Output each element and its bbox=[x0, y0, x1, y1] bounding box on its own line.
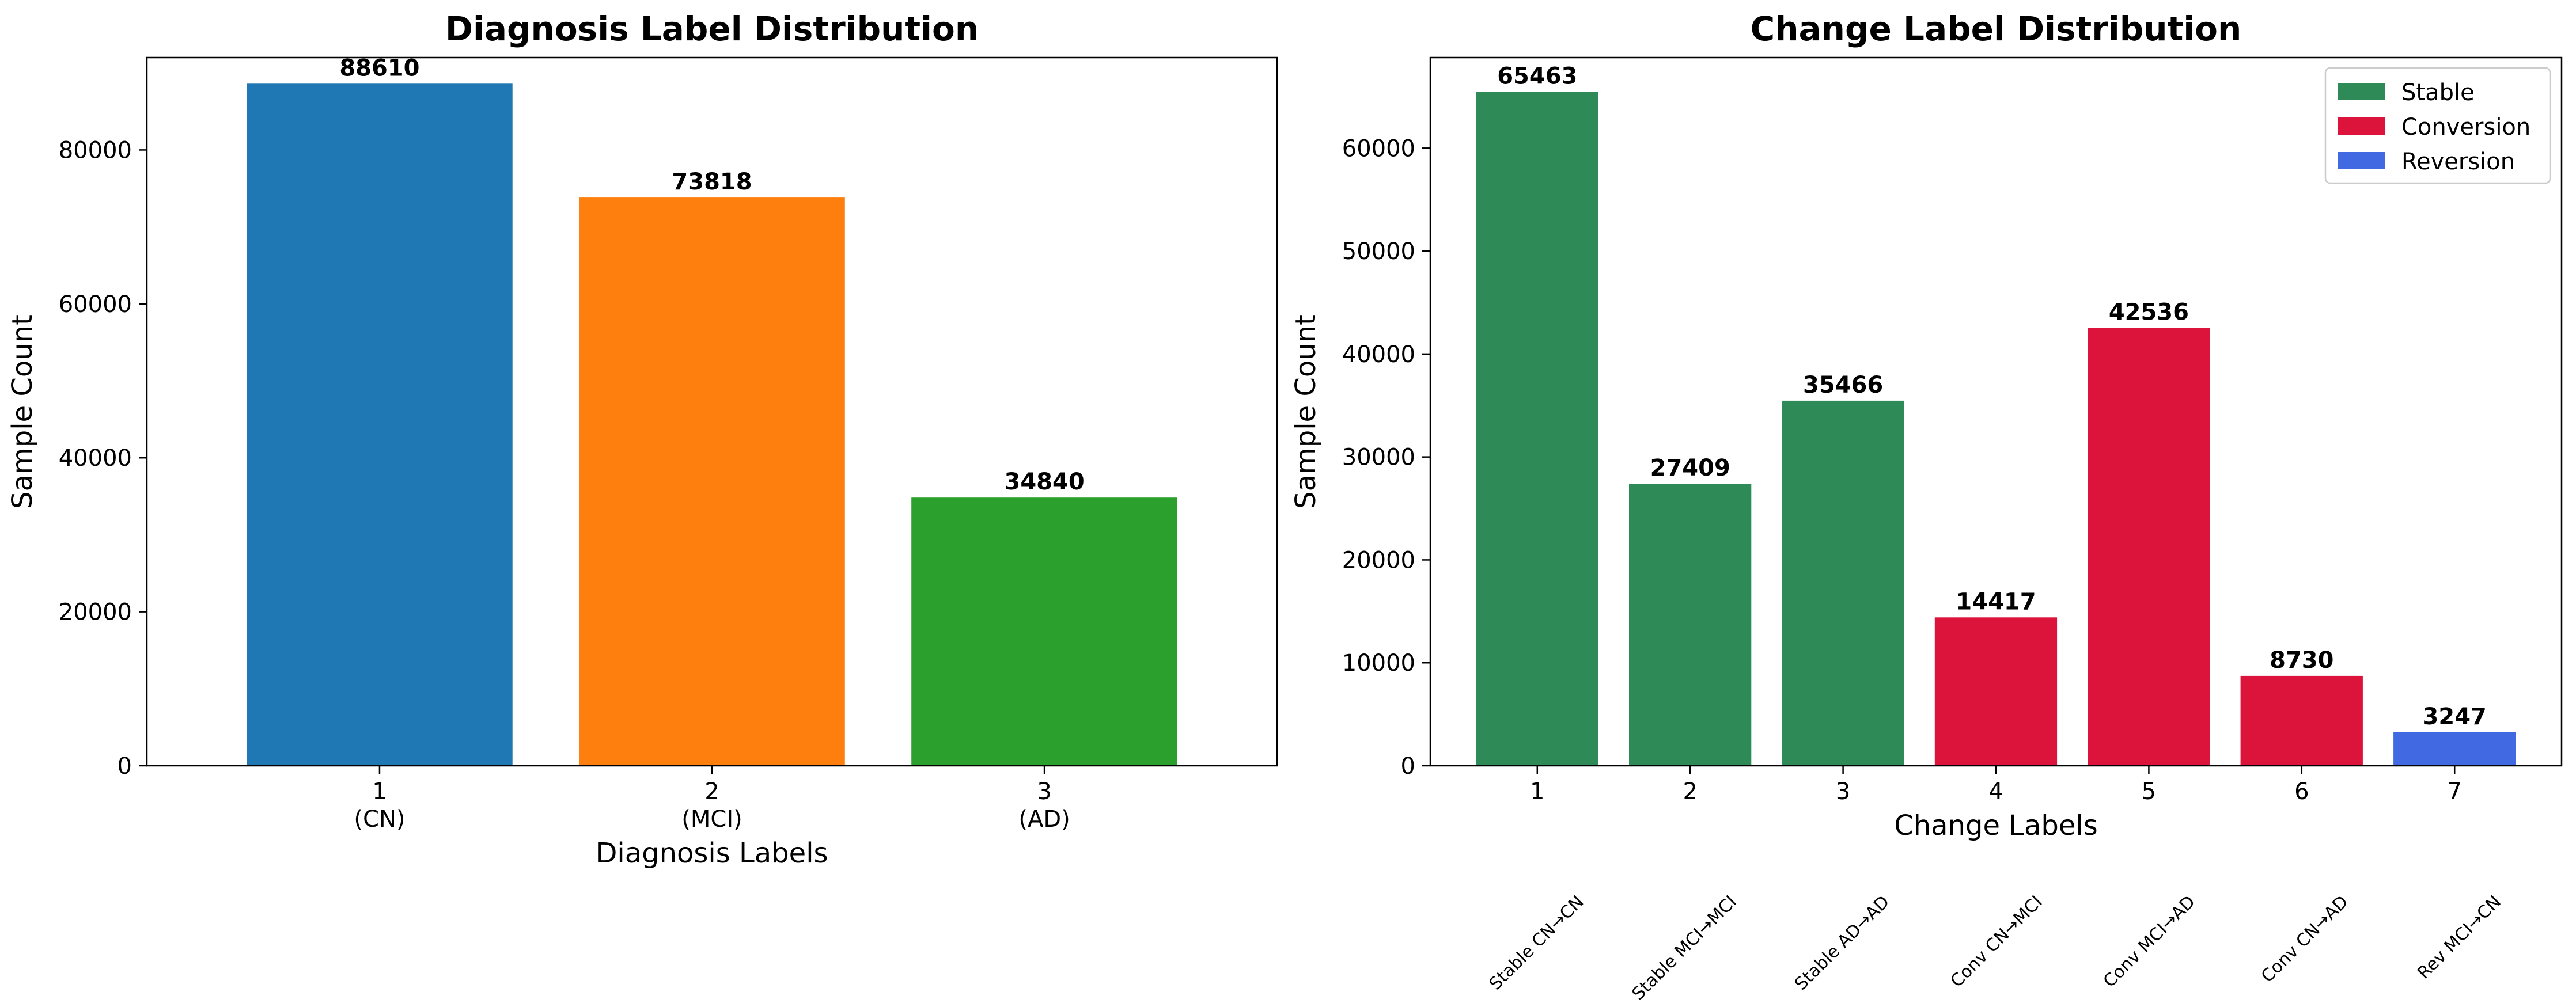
y-tick-label: 60000 bbox=[59, 291, 132, 318]
x-tick-label: 1 bbox=[1530, 778, 1544, 805]
data-label: 14417 bbox=[1956, 588, 2036, 615]
legend-label: Conversion bbox=[2401, 114, 2530, 140]
y-tick-label: 10000 bbox=[1342, 650, 1415, 677]
y-tick-label: 20000 bbox=[59, 599, 132, 626]
x-tick-line: (CN) bbox=[354, 806, 405, 833]
data-label: 3247 bbox=[2423, 704, 2487, 730]
x-axis-label: Change Labels bbox=[1894, 810, 2098, 842]
bar bbox=[1476, 92, 1598, 766]
x-tick-label: 7 bbox=[2447, 778, 2461, 805]
legend-label: Stable bbox=[2401, 79, 2475, 106]
x-tick-line: 4 bbox=[1988, 778, 2003, 805]
x-tick-label: 3 (AD) bbox=[1018, 778, 1070, 833]
x-tick-label: 3 bbox=[1836, 778, 1850, 805]
x-tick-line: 1 bbox=[372, 778, 387, 805]
y-tick-label: 40000 bbox=[1342, 341, 1415, 368]
data-label: 35466 bbox=[1803, 372, 1883, 398]
bar bbox=[1782, 400, 1904, 766]
legend: Stable Conversion Reversion bbox=[2324, 67, 2551, 184]
data-label: 65463 bbox=[1497, 63, 1577, 90]
x-tick-line: 2 bbox=[704, 778, 719, 805]
x-tick-label: 6 bbox=[2294, 778, 2309, 805]
y-tick-label: 60000 bbox=[1342, 135, 1415, 162]
x-tick-line: 1 bbox=[1530, 778, 1544, 805]
y-tick-label: 50000 bbox=[1342, 238, 1415, 265]
bar bbox=[2088, 328, 2210, 766]
x-tick-line: 3 bbox=[1836, 778, 1850, 805]
x-tick-label: 4 bbox=[1988, 778, 2003, 805]
x-tick-line: 2 bbox=[1683, 778, 1697, 805]
y-axis-label: Sample Count bbox=[1290, 314, 1322, 509]
y-tick-label: 40000 bbox=[59, 445, 132, 472]
y-tick-label: 30000 bbox=[1342, 444, 1415, 471]
x-tick-line: 6 bbox=[2294, 778, 2309, 805]
x-tick-label: 1 (CN) bbox=[354, 778, 405, 833]
y-tick-label: 20000 bbox=[1342, 547, 1415, 573]
legend-swatch bbox=[2338, 152, 2385, 169]
diagnosis-chart: 88610 73818 34840 0 20000 40000 60000 80000 1 (CN… bbox=[6, 9, 1278, 869]
bar bbox=[579, 197, 845, 766]
bar bbox=[247, 83, 513, 766]
y-axis-label: Sample Count bbox=[6, 314, 39, 509]
chart-title: Diagnosis Label Distribution bbox=[445, 9, 979, 48]
x-tick-line: (MCI) bbox=[681, 806, 742, 833]
legend-swatch bbox=[2338, 83, 2385, 100]
x-tick-label: 2 (MCI) bbox=[681, 778, 742, 833]
bar bbox=[1629, 484, 1752, 766]
y-tick-label: 0 bbox=[1401, 753, 1415, 780]
x-tick-line: (AD) bbox=[1018, 806, 1070, 833]
data-label: 34840 bbox=[1005, 469, 1085, 495]
x-tick-line: 5 bbox=[2142, 778, 2156, 805]
x-tick-line: 3 bbox=[1037, 778, 1051, 805]
y-tick-label: 0 bbox=[118, 753, 132, 780]
x-tick-label: 2 bbox=[1683, 778, 1697, 805]
legend-swatch bbox=[2338, 117, 2385, 135]
bar bbox=[1934, 617, 2058, 766]
data-label: 27409 bbox=[1650, 455, 1730, 481]
x-tick-label: 5 bbox=[2142, 778, 2156, 805]
chart-title: Change Label Distribution bbox=[1751, 9, 2242, 48]
bar bbox=[911, 497, 1177, 766]
bar bbox=[2393, 732, 2516, 766]
data-label: 42536 bbox=[2109, 299, 2189, 326]
data-label: 8730 bbox=[2270, 647, 2333, 674]
legend-label: Reversion bbox=[2401, 149, 2515, 175]
data-label: 88610 bbox=[339, 55, 419, 81]
data-label: 73818 bbox=[672, 169, 752, 195]
y-tick-label: 80000 bbox=[59, 137, 132, 164]
bar bbox=[2240, 675, 2363, 766]
x-tick-line: 7 bbox=[2447, 778, 2461, 805]
x-axis-label: Diagnosis Labels bbox=[596, 837, 828, 869]
